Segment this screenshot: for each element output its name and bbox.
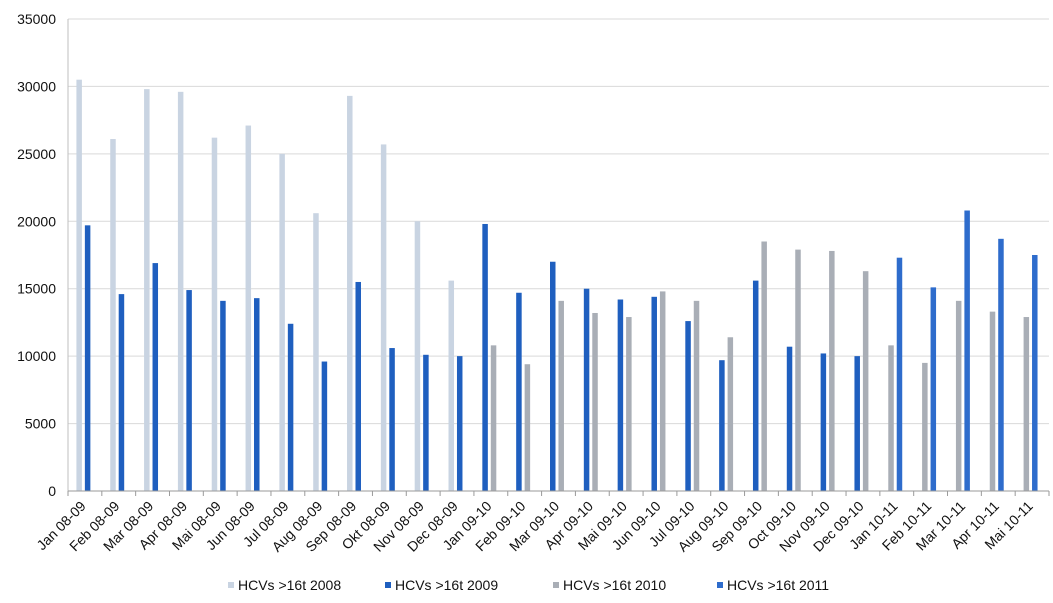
bar-3-21 <box>795 249 801 491</box>
bar-1-2 <box>144 89 150 491</box>
bar-2-3 <box>186 290 192 491</box>
bar-2-8 <box>355 281 361 491</box>
bar-2-0 <box>84 225 91 491</box>
legend-entry: HCVs >16t 2009 <box>395 577 498 593</box>
bar-1-10 <box>414 221 421 492</box>
y-tick-label: 10000 <box>17 348 56 364</box>
y-tick-label: 35000 <box>17 11 56 27</box>
bar-1-8 <box>347 95 353 492</box>
bar-3-16 <box>626 317 632 491</box>
bar-4-28 <box>1032 255 1038 491</box>
bar-2-11 <box>456 356 463 491</box>
bar-2-14 <box>550 261 556 491</box>
bar-1-1 <box>110 139 116 491</box>
legend-swatch <box>385 582 391 588</box>
bar-3-17 <box>659 291 666 491</box>
bar-4-26 <box>964 210 970 491</box>
y-tick-label: 25000 <box>17 146 56 162</box>
bar-1-6 <box>279 153 285 492</box>
bar-1-0 <box>76 79 82 491</box>
bar-1-5 <box>245 125 252 491</box>
bar-4-25 <box>930 287 937 491</box>
bar-2-16 <box>617 299 624 491</box>
bar-2-20 <box>752 280 759 491</box>
legend-entry: HCVs >16t 2011 <box>727 577 829 593</box>
bar-1-9 <box>380 144 387 492</box>
bar-2-22 <box>820 353 827 491</box>
bar-2-4 <box>220 300 226 491</box>
legend-entry: HCVs >16t 2008 <box>238 577 341 593</box>
bar-2-19 <box>719 360 725 491</box>
bar-1-11 <box>448 280 455 491</box>
y-tick-labels: 0 5000 10000 15000 20000 25000 30000 35000 <box>17 11 56 499</box>
bar-3-28 <box>1023 317 1030 491</box>
legend-swatch <box>228 582 234 588</box>
bar-3-26 <box>955 300 962 491</box>
bar-3-18 <box>693 300 700 491</box>
bars <box>76 79 1038 492</box>
bar-2-18 <box>685 321 691 491</box>
bar-2-23 <box>854 356 860 491</box>
bar-2-9 <box>389 348 395 491</box>
y-tick-label: 20000 <box>17 213 56 229</box>
bar-2-17 <box>651 296 657 491</box>
legend-swatch <box>553 582 559 588</box>
legend-entry: HCVs >16t 2010 <box>563 577 666 593</box>
bar-2-2 <box>152 263 159 491</box>
bar-1-4 <box>211 137 218 492</box>
bar-4-24 <box>896 257 903 491</box>
axes <box>67 19 1050 496</box>
bar-3-23 <box>862 271 869 491</box>
bar-3-15 <box>592 312 598 491</box>
bar-2-6 <box>287 323 294 491</box>
bar-2-15 <box>583 288 590 491</box>
bar-2-1 <box>118 294 125 491</box>
bar-1-7 <box>313 213 319 491</box>
y-tick-label: 0 <box>48 483 56 499</box>
bar-2-13 <box>516 292 522 491</box>
bar-1-3 <box>177 91 184 491</box>
bar-4-27 <box>998 238 1004 491</box>
bar-2-10 <box>423 354 429 491</box>
bar-3-25 <box>922 362 928 491</box>
y-tick-label: 15000 <box>17 281 56 297</box>
bar-2-5 <box>254 298 260 491</box>
bar-3-14 <box>558 300 564 491</box>
gridlines <box>68 18 1049 425</box>
bar-3-22 <box>829 250 835 491</box>
legend: HCVs >16t 2008 HCVs >16t 2009 HCVs >16t 20… <box>228 577 829 593</box>
bar-2-21 <box>786 346 793 491</box>
bar-2-7 <box>321 361 328 491</box>
bar-3-13 <box>524 364 531 491</box>
bar-3-27 <box>989 311 996 491</box>
bar-2-12 <box>482 223 488 492</box>
bar-3-19 <box>727 337 734 491</box>
bar-3-20 <box>761 241 767 491</box>
y-tick-label: 5000 <box>25 416 56 432</box>
bar-3-12 <box>490 345 497 491</box>
bar-3-24 <box>888 345 894 491</box>
y-tick-label: 30000 <box>17 78 56 94</box>
legend-swatch <box>717 582 723 588</box>
